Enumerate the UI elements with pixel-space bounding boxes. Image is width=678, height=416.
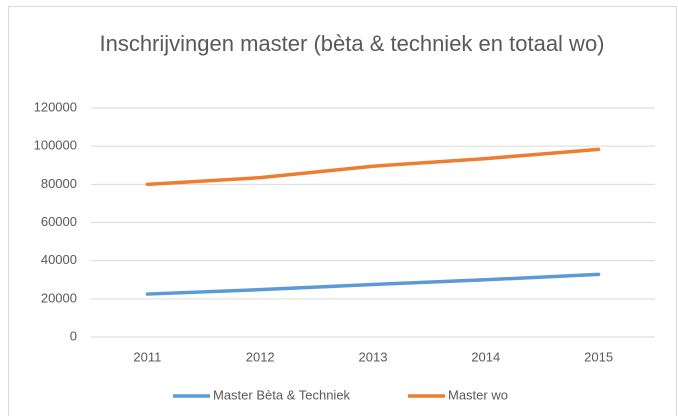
legend-label: Master wo: [448, 387, 508, 402]
y-tick-label: 20000: [41, 290, 77, 305]
y-tick-label: 0: [70, 328, 77, 343]
x-tick-label: 2012: [246, 349, 275, 364]
data-line: [145, 272, 601, 296]
x-tick-label: 2013: [359, 349, 388, 364]
y-tick-label: 40000: [41, 252, 77, 267]
x-tick-label: 2015: [584, 349, 613, 364]
x-tick-label: 2014: [471, 349, 500, 364]
y-tick-label: 100000: [34, 138, 77, 153]
y-tick-label: 120000: [34, 99, 77, 114]
chart-border: [8, 6, 677, 416]
data-line: [145, 147, 601, 187]
x-tick-label: 2011: [133, 349, 161, 364]
legend-label: Master Bèta & Techniek: [213, 387, 351, 402]
y-tick-label: 60000: [41, 214, 77, 229]
chart-title: Inschrijvingen master (bèta & techniek e…: [99, 31, 605, 56]
y-tick-label: 80000: [41, 176, 77, 191]
